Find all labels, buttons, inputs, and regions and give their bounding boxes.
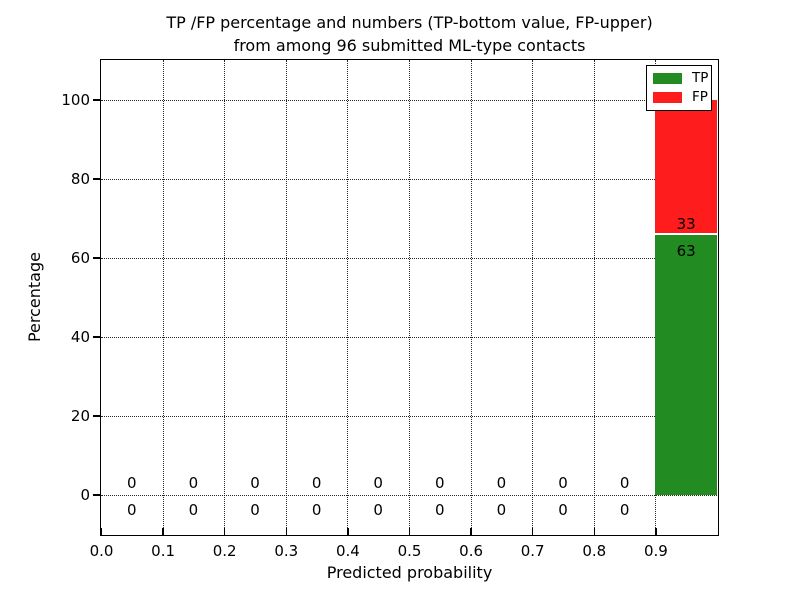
chart-title-line1: TP /FP percentage and numbers (TP-bottom… xyxy=(166,13,653,32)
fp-count-label: 0 xyxy=(496,474,507,493)
fp-count-label: 0 xyxy=(311,474,322,493)
tp-count-label: 0 xyxy=(311,501,322,520)
tp-count-label: 0 xyxy=(373,501,383,520)
x-tick-label: 0.5 xyxy=(397,542,422,560)
tp-count-label: 0 xyxy=(558,501,568,520)
x-tick-label: 0.2 xyxy=(212,542,237,560)
tp-count-label: 63 xyxy=(676,241,696,260)
fp-bar-segment xyxy=(655,99,717,236)
fp-count-label: 0 xyxy=(373,474,383,493)
x-tick-label: 0.8 xyxy=(582,542,607,560)
y-tick-label: 40 xyxy=(70,328,90,346)
x-tick xyxy=(223,527,226,535)
tp-count-label: 0 xyxy=(435,501,445,520)
v-gridline xyxy=(593,60,595,534)
x-tick xyxy=(470,527,472,535)
x-tick-label: 0.4 xyxy=(335,542,360,560)
tp-count-label: 0 xyxy=(496,501,507,520)
v-gridline xyxy=(532,60,534,534)
legend-item-tp: TP xyxy=(653,70,709,87)
y-tick xyxy=(93,415,100,417)
v-gridline xyxy=(162,60,164,534)
fp-legend-label: FP xyxy=(692,88,708,105)
fp-count-label: 0 xyxy=(127,474,137,493)
v-gridline xyxy=(409,60,410,534)
tp-count-label: 0 xyxy=(619,501,630,520)
v-gridline xyxy=(470,60,472,534)
x-tick-label: 0.1 xyxy=(151,542,176,560)
tp-count-label: 0 xyxy=(127,501,137,520)
y-tick xyxy=(93,178,100,180)
x-tick xyxy=(593,527,596,535)
fp-count-label: 0 xyxy=(250,474,260,493)
tp-legend-label: TP xyxy=(692,70,709,87)
x-tick xyxy=(347,527,349,535)
legend-item-fp: FP xyxy=(653,88,708,105)
fp-count-label: 0 xyxy=(558,474,568,493)
x-tick-label: 0.7 xyxy=(520,542,545,560)
y-tick-label: 100 xyxy=(61,91,90,109)
y-axis-label: Percentage xyxy=(25,252,44,343)
x-tick xyxy=(531,527,534,535)
chart-title-line2: from among 96 submitted ML-type contacts xyxy=(233,36,586,55)
x-tick-label: 0.3 xyxy=(274,542,299,560)
tp-legend-swatch-icon xyxy=(653,73,682,85)
fp-count-label: 0 xyxy=(435,474,445,493)
x-tick-label: 0.6 xyxy=(459,542,484,560)
x-tick xyxy=(162,527,164,535)
tp-bar-segment xyxy=(655,235,717,495)
y-tick xyxy=(93,494,100,496)
v-gridline xyxy=(224,60,226,534)
x-tick xyxy=(285,527,288,535)
x-tick xyxy=(655,527,657,535)
y-tick-label: 20 xyxy=(70,407,90,425)
fp-count-label: 0 xyxy=(188,474,199,493)
x-axis-label: Predicted probability xyxy=(326,563,493,582)
fp-count-label: 0 xyxy=(619,474,630,493)
y-tick xyxy=(93,99,100,101)
x-tick-label: 0.9 xyxy=(643,542,668,560)
tp-count-label: 0 xyxy=(250,501,260,520)
v-gridline xyxy=(347,60,349,534)
fp-legend-swatch-icon xyxy=(653,91,682,103)
y-tick-label: 0 xyxy=(80,486,90,504)
x-tick xyxy=(100,527,103,535)
chart-title: TP /FP percentage and numbers (TP-bottom… xyxy=(100,11,719,57)
y-tick xyxy=(93,336,100,338)
y-tick-label: 60 xyxy=(70,249,90,267)
y-tick-label: 80 xyxy=(70,170,90,188)
v-gridline xyxy=(285,60,287,534)
x-tick xyxy=(408,527,411,535)
plot-area: 0 0 0 0 0 0 0 0 0 0 0 0 0 0 0 0 0 0 33 63 TP FP xyxy=(100,59,719,536)
x-tick-label: 0.0 xyxy=(89,542,114,560)
tp-count-label: 0 xyxy=(188,501,199,520)
legend: TP FP xyxy=(646,65,712,111)
fp-count-label: 33 xyxy=(676,215,696,234)
y-tick xyxy=(93,257,100,259)
